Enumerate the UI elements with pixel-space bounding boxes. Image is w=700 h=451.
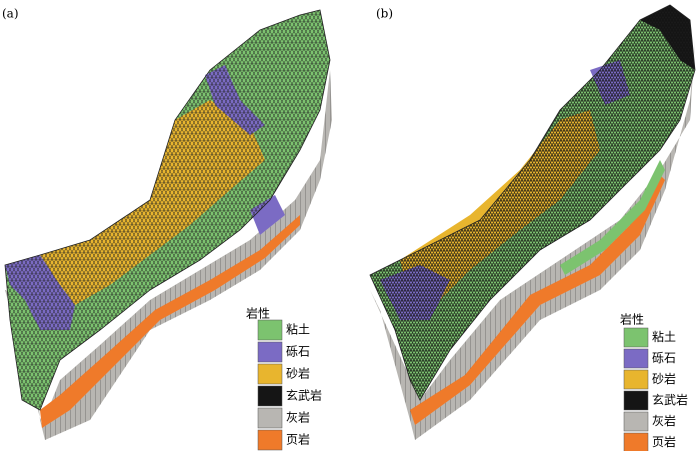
panel-label: (a) <box>2 7 19 21</box>
legend-label: 页岩 <box>652 434 676 449</box>
legend-label: 灰岩 <box>286 410 310 425</box>
legend-swatch <box>623 390 649 411</box>
legend-swatch <box>257 341 283 363</box>
legend-swatch <box>257 385 283 407</box>
legend-swatch <box>257 319 283 341</box>
legend-swatch <box>623 348 649 369</box>
legend-swatch <box>623 411 649 432</box>
legend-title: 岩性 <box>620 312 644 327</box>
legend-title: 岩性 <box>246 306 270 321</box>
legend-swatch <box>257 363 283 385</box>
legend-label: 玄武岩 <box>286 388 322 403</box>
legend-label: 灰岩 <box>652 413 676 428</box>
legend-label: 砾石 <box>652 351 676 365</box>
panel-b-model <box>369 4 696 440</box>
legend-swatch <box>623 432 649 451</box>
legend-label: 页岩 <box>286 432 310 447</box>
legend-label: 砾石 <box>286 345 310 359</box>
legend-swatch <box>623 327 649 348</box>
legend-label: 砂岩 <box>286 366 310 381</box>
legend-swatch <box>257 429 283 451</box>
panel-a-model <box>4 9 332 440</box>
panel-label: (b) <box>376 7 393 21</box>
legend-label: 砂岩 <box>652 371 676 386</box>
legend-label: 玄武岩 <box>652 392 688 407</box>
legend-swatch <box>257 407 283 429</box>
legend-label: 粘土 <box>652 329 676 344</box>
legend-swatch <box>623 369 649 390</box>
legend-label: 粘土 <box>286 322 310 337</box>
